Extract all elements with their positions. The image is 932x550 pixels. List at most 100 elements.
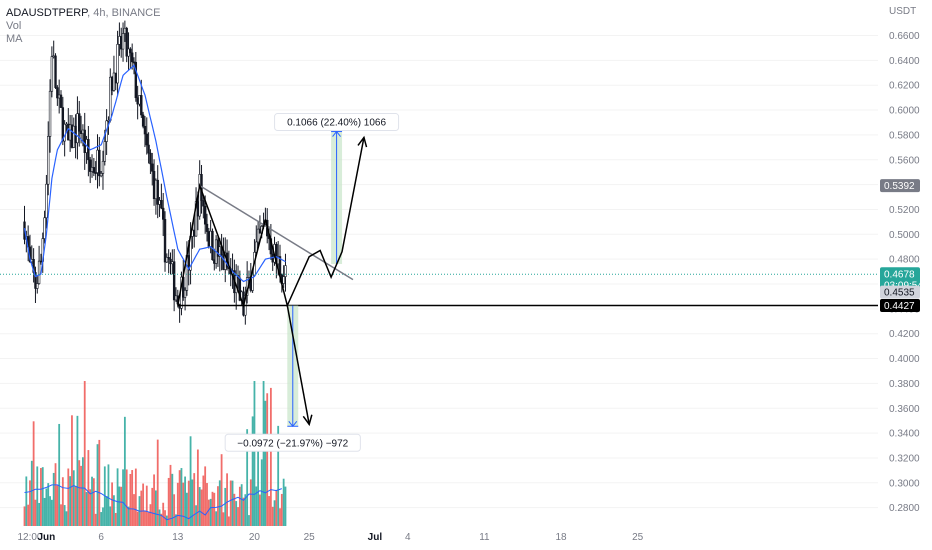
volume-bar-down — [237, 507, 239, 526]
candle-down — [162, 207, 165, 220]
grid — [0, 35, 878, 509]
volume-bar-up — [240, 484, 243, 526]
volume-bar-down — [268, 496, 270, 526]
volume-bar-down — [134, 468, 137, 526]
legend-ma[interactable]: MA — [6, 33, 23, 45]
price-tick-label: 0.5200 — [889, 205, 920, 216]
candle-down — [156, 179, 159, 205]
volume-bar-up — [45, 488, 48, 526]
volume-bar-up — [215, 511, 218, 526]
price-tick-label: 0.3000 — [889, 478, 920, 489]
volume-bar-down — [114, 512, 117, 526]
time-tick-label: 13 — [172, 532, 184, 543]
candle-up — [256, 228, 260, 243]
volume-bar-down — [173, 494, 176, 526]
volume-bar-down — [187, 480, 190, 526]
volume-bar-up — [262, 381, 265, 526]
volume-bar-down — [271, 506, 274, 526]
volume-bar-up — [184, 476, 186, 526]
candle-up — [45, 183, 48, 219]
candle-down — [202, 200, 205, 207]
time-tick-label: Jun — [38, 532, 56, 543]
volume-bar-down — [61, 477, 64, 526]
volume-bar-up — [277, 425, 280, 526]
volume-bar-down — [144, 510, 146, 526]
volume-bar-down — [98, 439, 101, 526]
volume-bar-down — [54, 463, 57, 526]
long-measure-label-box — [274, 113, 400, 132]
legend-vol[interactable]: Vol — [6, 20, 22, 32]
volume-bar-down — [266, 393, 269, 526]
bullish-projection-head — [357, 135, 368, 148]
candle-down — [149, 152, 152, 165]
legend-symbol-row[interactable]: ADAUSDTPERP, 4h, BINANCE — [6, 7, 160, 20]
price-tick-label: 0.4000 — [889, 354, 920, 365]
volume-bar-up — [63, 505, 66, 526]
volume-bar-up — [282, 478, 285, 526]
volume-bar-down — [249, 479, 252, 526]
volume-bar-up — [65, 511, 68, 526]
price-tick-label: 0.6000 — [889, 106, 920, 117]
time-tick-label: 20 — [249, 532, 261, 543]
volume-bar-up — [253, 381, 256, 526]
volume-bar-down — [162, 502, 165, 526]
candle-down — [54, 55, 57, 88]
volume-bar-down — [196, 449, 199, 526]
price-tick-label: 0.4800 — [889, 255, 920, 266]
candle-up — [36, 283, 39, 289]
volume-bar-down — [280, 493, 283, 526]
volume-bar-down — [145, 485, 148, 526]
candle-down — [140, 95, 143, 116]
volume-bar-up — [235, 501, 238, 526]
volume-bar-up — [224, 487, 227, 526]
volume-bar-up — [186, 492, 188, 526]
volume-bar-up — [257, 445, 259, 526]
volume-bar-down — [94, 513, 97, 526]
volume-bar-up — [246, 429, 249, 526]
volume-bar-down — [140, 490, 143, 526]
price-tick-label: 0.5600 — [889, 155, 920, 166]
volume-bar-up — [255, 486, 258, 526]
volume-bar-down — [211, 491, 214, 526]
volume-bar-down — [80, 465, 82, 526]
price-ma-line — [23, 64, 286, 283]
volume-bar-down — [67, 468, 70, 526]
time-tick-label: 25 — [632, 532, 644, 543]
candle-down — [163, 219, 167, 263]
volume-bar-up — [113, 495, 115, 526]
candle-down — [145, 133, 148, 146]
volume-bar-down — [71, 415, 73, 526]
symbol-label[interactable]: ADAUSDTPERP — [6, 7, 88, 19]
volume-bar-up — [50, 499, 53, 526]
price-tick-label: 0.3600 — [889, 404, 920, 415]
volume-bar-down — [129, 473, 132, 526]
volume-bar-down — [89, 489, 92, 526]
candle-down — [78, 113, 81, 132]
volume-bar-down — [34, 499, 37, 526]
volume-bar-up — [52, 472, 55, 526]
candle-down — [211, 230, 214, 261]
time-tick-label: 11 — [479, 532, 490, 543]
candle-up — [63, 123, 66, 142]
volume-bar-down — [169, 464, 172, 526]
volume-bar-up — [85, 492, 88, 526]
volume-histogram — [23, 381, 287, 526]
volume-bar-down — [83, 381, 86, 526]
volume-bar-down — [204, 466, 207, 526]
volume-bar-down — [226, 473, 228, 526]
time-tick-label: 4 — [405, 532, 411, 543]
volume-bar-down — [40, 468, 42, 526]
moving-average — [23, 64, 286, 283]
candle-up — [284, 265, 287, 277]
drawings[interactable]: 0.1066 (22.40%) 1066 −0.0972 (−21.97%) −9… — [0, 113, 878, 452]
volume-bar-down — [242, 497, 245, 526]
time-tick-label: Jul — [368, 532, 383, 543]
candle-up — [165, 257, 169, 263]
time-tick-label: 25 — [304, 532, 316, 543]
volume-bar-up — [107, 464, 110, 526]
volume-bar-down — [136, 511, 139, 526]
time-tick-label: 6 — [98, 532, 104, 543]
volume-bar-down — [222, 512, 225, 526]
resistance-badge-bg — [880, 179, 920, 193]
